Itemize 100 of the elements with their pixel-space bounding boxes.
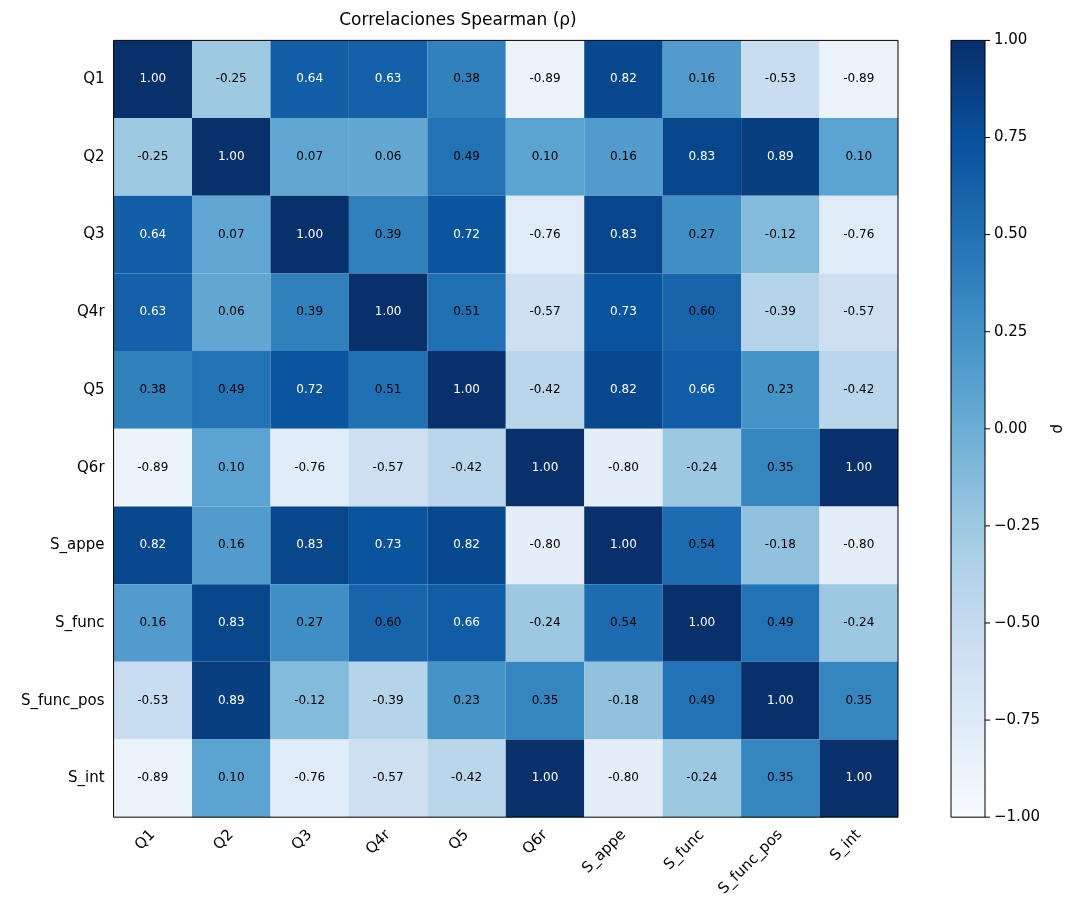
data-label: 0.49 xyxy=(688,692,716,707)
data-label: 0.16 xyxy=(139,615,167,630)
data-label: 0.35 xyxy=(766,770,794,785)
color-bar-label: −0.25 xyxy=(994,515,1040,534)
y-tick-label: Q3 xyxy=(83,224,105,243)
data-label: 1.00 xyxy=(296,226,324,241)
data-label: -0.53 xyxy=(764,71,796,86)
data-label: -0.89 xyxy=(529,71,561,86)
data-label: 0.64 xyxy=(139,226,167,241)
x-tick-label: Q2 xyxy=(208,825,237,854)
x-tick-label: Q6r xyxy=(518,824,552,858)
data-label: 0.60 xyxy=(688,304,716,319)
data-label: 0.49 xyxy=(453,149,480,164)
data-label: 0.16 xyxy=(610,149,637,164)
color-bar-label: −0.75 xyxy=(994,709,1040,728)
data-label: 0.38 xyxy=(453,71,480,86)
data-label: 0.72 xyxy=(296,382,324,397)
data-label: -0.76 xyxy=(843,226,875,241)
y-tick-label: Q2 xyxy=(83,146,105,165)
data-label: 0.35 xyxy=(531,692,559,707)
data-label: 0.83 xyxy=(296,537,324,552)
data-label: 0.63 xyxy=(374,71,402,86)
data-label: -0.57 xyxy=(372,459,404,474)
data-label: 0.16 xyxy=(217,537,245,552)
data-label: 0.07 xyxy=(296,149,324,164)
data-label: -0.12 xyxy=(764,226,796,241)
data-label: 0.73 xyxy=(610,304,637,319)
data-label: -0.24 xyxy=(686,459,718,474)
color-bar-label: 0.50 xyxy=(994,224,1028,243)
data-label: 0.83 xyxy=(610,226,637,241)
data-label: 1.00 xyxy=(688,615,716,630)
color-bar-title: ρ xyxy=(1049,424,1068,434)
data-label: -0.25 xyxy=(215,71,247,86)
data-label: -0.42 xyxy=(843,382,875,397)
data-label: 0.89 xyxy=(217,692,245,707)
data-label: 0.63 xyxy=(139,304,167,319)
data-label: 0.64 xyxy=(296,71,324,86)
data-label: 0.35 xyxy=(766,459,794,474)
data-label: 1.00 xyxy=(453,382,480,397)
data-label: 0.10 xyxy=(217,459,245,474)
data-label: -0.39 xyxy=(372,692,404,707)
y-tick-label: Q4r xyxy=(77,302,106,321)
data-label: 1.00 xyxy=(845,459,873,474)
data-label: -0.76 xyxy=(529,226,561,241)
x-tick-label: Q4r xyxy=(361,824,395,858)
data-label: -0.80 xyxy=(607,459,639,474)
data-label: -0.89 xyxy=(843,71,875,86)
data-label: -0.80 xyxy=(529,537,561,552)
data-label: 0.54 xyxy=(610,615,637,630)
data-label: -0.42 xyxy=(451,770,483,785)
color-bar-label: 1.00 xyxy=(994,30,1028,49)
data-label: -0.57 xyxy=(843,304,875,319)
data-label: -0.89 xyxy=(137,770,169,785)
data-label: -0.18 xyxy=(764,537,796,552)
data-label: 0.38 xyxy=(139,382,167,397)
data-label: 0.54 xyxy=(688,537,716,552)
data-label: 0.72 xyxy=(453,226,480,241)
data-label: 0.73 xyxy=(374,537,402,552)
color-bar-label: 0.00 xyxy=(994,418,1028,437)
y-tick-label: Q6r xyxy=(77,457,106,476)
data-label: 0.82 xyxy=(610,382,637,397)
y-tick-label: S_func_pos xyxy=(21,690,105,710)
data-label: 0.83 xyxy=(217,615,245,630)
data-label: 1.00 xyxy=(374,304,402,319)
x-tick-label: Q5 xyxy=(444,825,473,854)
x-tick-label: Q1 xyxy=(130,825,159,854)
data-label: -0.89 xyxy=(137,459,169,474)
data-label: 0.06 xyxy=(374,149,402,164)
y-tick-label: S_int xyxy=(68,768,105,788)
y-tick-label: S_appe xyxy=(50,535,105,555)
y-tick-label: Q1 xyxy=(83,69,105,88)
color-bar-label: 0.25 xyxy=(994,321,1028,340)
data-label: 0.83 xyxy=(688,149,716,164)
data-label: 0.51 xyxy=(374,382,402,397)
data-label: 0.27 xyxy=(688,226,716,241)
data-label: 0.82 xyxy=(610,71,637,86)
data-label: 1.00 xyxy=(139,71,167,86)
data-label: 0.82 xyxy=(139,537,167,552)
data-label: -0.42 xyxy=(451,459,483,474)
data-label: -0.80 xyxy=(843,537,875,552)
y-tick-label: Q5 xyxy=(83,379,105,398)
data-label: 0.49 xyxy=(217,382,245,397)
color-bar-label: −0.50 xyxy=(994,612,1040,631)
data-label: -0.76 xyxy=(294,459,326,474)
data-label: -0.24 xyxy=(529,615,561,630)
data-label: 0.16 xyxy=(688,71,716,86)
data-label: 0.23 xyxy=(766,382,794,397)
data-label: 1.00 xyxy=(766,692,794,707)
data-label: 1.00 xyxy=(217,149,245,164)
data-label: -0.39 xyxy=(764,304,796,319)
data-label: 0.06 xyxy=(217,304,245,319)
data-label: 0.82 xyxy=(453,537,480,552)
data-label: 1.00 xyxy=(610,537,637,552)
y-tick-label: S_func xyxy=(55,612,105,632)
data-label: 0.51 xyxy=(453,304,480,319)
data-label: 0.27 xyxy=(296,615,324,630)
data-label: 0.10 xyxy=(845,149,873,164)
x-tick-label: Q3 xyxy=(287,825,316,854)
data-label: 0.10 xyxy=(217,770,245,785)
data-label: -0.12 xyxy=(294,692,326,707)
